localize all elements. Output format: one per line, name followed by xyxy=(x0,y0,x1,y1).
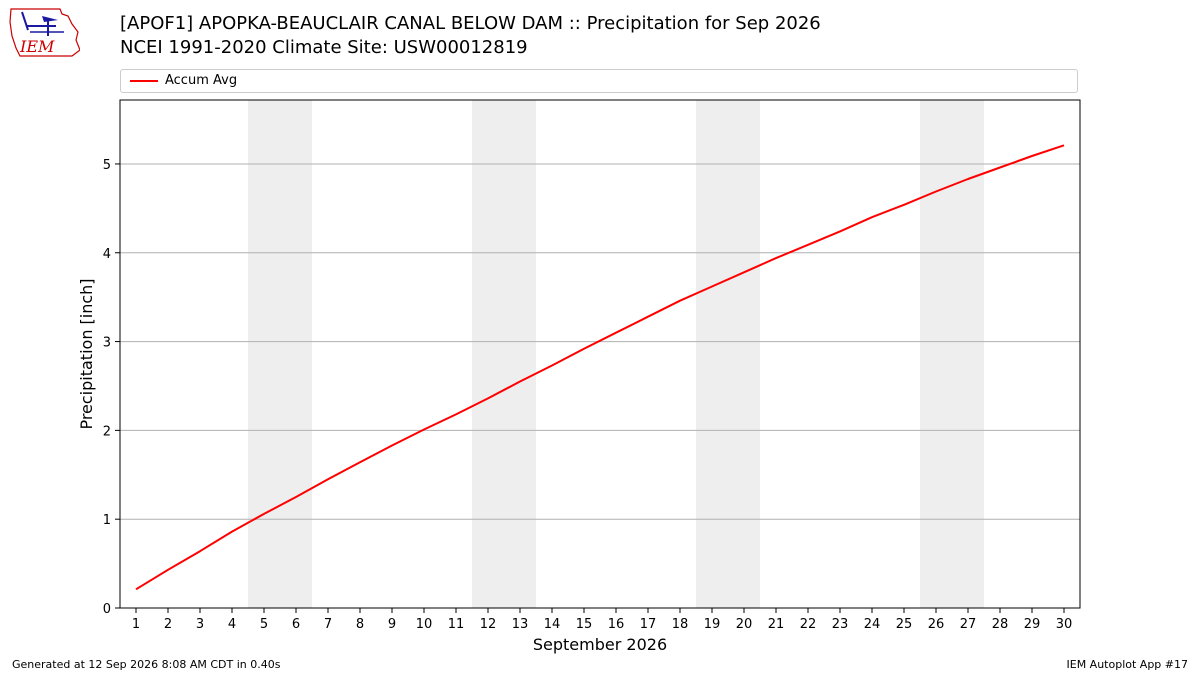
x-tick-label-23: 23 xyxy=(832,617,849,632)
x-tick-label-7: 7 xyxy=(324,617,332,632)
x-tick-label-18: 18 xyxy=(672,617,689,632)
x-tick-label-25: 25 xyxy=(896,617,913,632)
y-tick-label-2: 2 xyxy=(103,424,111,439)
x-axis-label: September 2026 xyxy=(533,635,667,654)
chart-title: [APOF1] APOPKA-BEAUCLAIR CANAL BELOW DAM… xyxy=(120,12,821,60)
x-tick-label-1: 1 xyxy=(132,617,140,632)
legend-label-accum-avg: Accum Avg xyxy=(165,73,238,88)
x-tick-label-19: 19 xyxy=(704,617,721,632)
y-tick-label-0: 0 xyxy=(103,602,111,617)
x-tick-label-13: 13 xyxy=(512,617,529,632)
x-tick-label-27: 27 xyxy=(960,617,977,632)
x-tick-label-5: 5 xyxy=(260,617,268,632)
plot-frame xyxy=(119,99,1081,609)
x-tick-label-30: 30 xyxy=(1056,617,1073,632)
title-line-2: NCEI 1991-2020 Climate Site: USW00012819 xyxy=(120,37,528,58)
legend: Accum Avg xyxy=(120,69,1078,93)
x-tick-label-21: 21 xyxy=(768,617,785,632)
x-tick-label-14: 14 xyxy=(544,617,561,632)
y-tick-label-5: 5 xyxy=(103,158,111,173)
x-tick-label-22: 22 xyxy=(800,617,817,632)
x-tick-label-2: 2 xyxy=(164,617,172,632)
x-tick-label-16: 16 xyxy=(608,617,625,632)
legend-swatch-accum-avg xyxy=(130,80,158,82)
x-tick-label-8: 8 xyxy=(356,617,364,632)
title-line-1: [APOF1] APOPKA-BEAUCLAIR CANAL BELOW DAM… xyxy=(120,13,821,34)
svg-text:IEM: IEM xyxy=(19,37,55,56)
iem-logo: IEM xyxy=(9,8,80,57)
x-tick-label-17: 17 xyxy=(640,617,657,632)
x-tick-label-20: 20 xyxy=(736,617,753,632)
y-tick-label-3: 3 xyxy=(103,336,111,351)
x-tick-label-4: 4 xyxy=(228,617,236,632)
x-tick-label-15: 15 xyxy=(576,617,593,632)
x-tick-label-9: 9 xyxy=(388,617,396,632)
generated-timestamp: Generated at 12 Sep 2026 8:08 AM CDT in … xyxy=(12,658,281,671)
x-tick-label-28: 28 xyxy=(992,617,1009,632)
weekend-band-3 xyxy=(696,100,760,608)
x-tick-label-3: 3 xyxy=(196,617,204,632)
x-tick-label-11: 11 xyxy=(448,617,465,632)
x-tick-label-6: 6 xyxy=(292,617,300,632)
x-tick-label-12: 12 xyxy=(480,617,497,632)
series-line-accum-avg xyxy=(135,144,1065,591)
weekend-band-1 xyxy=(248,100,312,608)
y-tick-label-4: 4 xyxy=(103,247,111,262)
y-tick-label-1: 1 xyxy=(103,513,111,528)
x-tick-label-10: 10 xyxy=(416,617,433,632)
x-tick-label-29: 29 xyxy=(1024,617,1041,632)
x-tick-label-24: 24 xyxy=(864,617,881,632)
y-axis-label: Precipitation [inch] xyxy=(77,278,96,429)
x-tick-label-26: 26 xyxy=(928,617,945,632)
weekend-band-2 xyxy=(472,100,536,608)
autoplot-app-label: IEM Autoplot App #17 xyxy=(1066,658,1189,671)
